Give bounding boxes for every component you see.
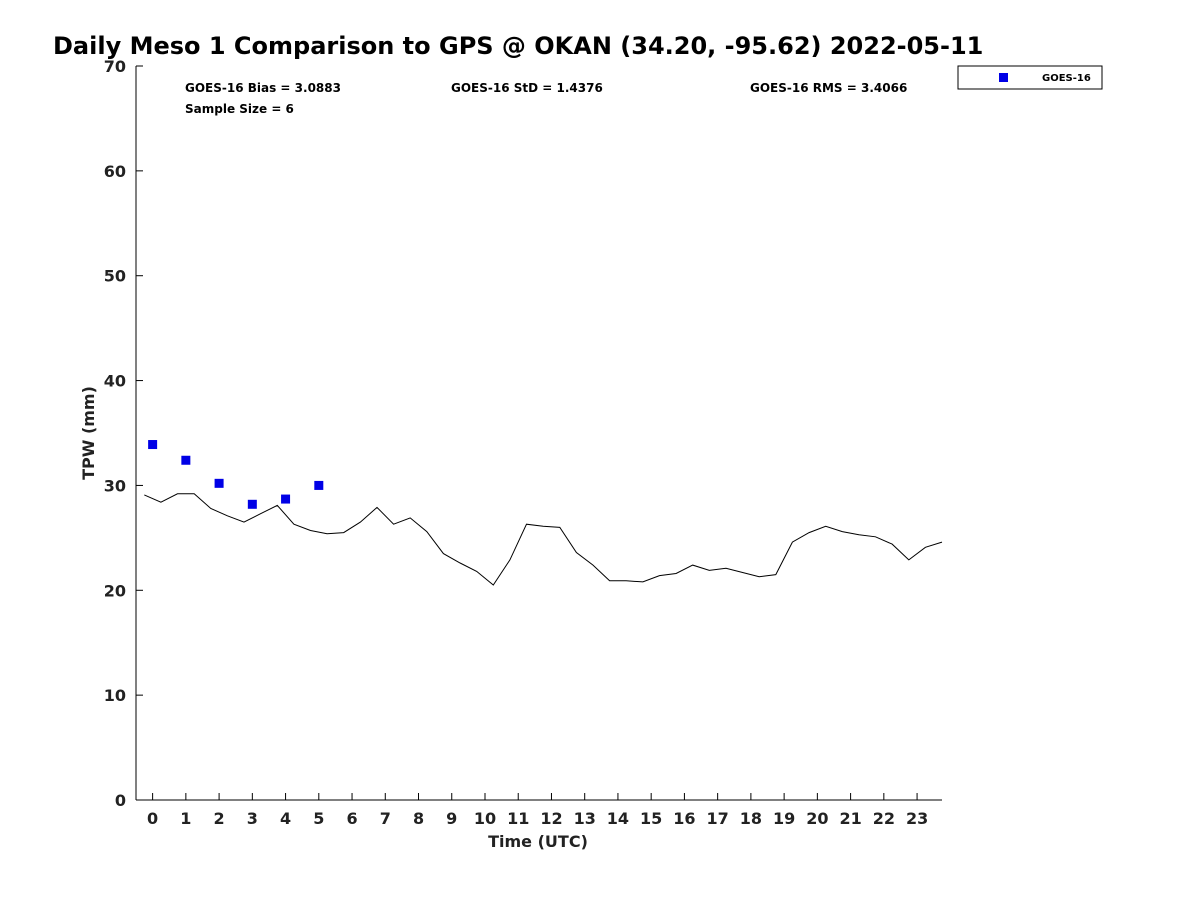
goes16-point	[314, 480, 324, 490]
y-tick-label: 50	[104, 267, 126, 286]
y-tick-label: 40	[104, 372, 126, 391]
x-tick-label: 21	[839, 809, 861, 828]
stat-bias: GOES-16 Bias = 3.0883	[185, 81, 341, 95]
stat-sample-size: Sample Size = 6	[185, 102, 294, 116]
goes16-points	[148, 440, 324, 509]
x-tick-label: 23	[906, 809, 928, 828]
x-tick-label: 5	[313, 809, 324, 828]
x-tick-label: 19	[773, 809, 795, 828]
goes16-point	[148, 440, 158, 450]
x-tick-label: 0	[147, 809, 158, 828]
x-tick-label: 22	[873, 809, 895, 828]
x-tick-label: 12	[540, 809, 562, 828]
goes16-point	[247, 499, 257, 509]
y-tick-label: 70	[104, 57, 126, 76]
goes16-point	[181, 455, 191, 465]
gps-line	[144, 493, 943, 586]
x-tick-label: 20	[806, 809, 828, 828]
y-tick-label: 60	[104, 162, 126, 181]
y-tick-label: 10	[104, 686, 126, 705]
goes16-point	[214, 478, 224, 488]
x-tick-label: 18	[740, 809, 762, 828]
chart-title: Daily Meso 1 Comparison to GPS @ OKAN (3…	[53, 32, 983, 60]
x-tick-label: 4	[280, 809, 291, 828]
x-tick-label: 15	[640, 809, 662, 828]
legend-box	[957, 65, 1103, 90]
legend-label-goes16: GOES-16	[1042, 73, 1091, 84]
stat-std: GOES-16 StD = 1.4376	[451, 81, 603, 95]
x-tick-label: 17	[707, 809, 729, 828]
gps-series	[144, 493, 943, 586]
x-tick-label: 2	[214, 809, 225, 828]
legend-marker	[999, 73, 1008, 82]
x-tick-label: 11	[507, 809, 529, 828]
x-tick-label: 16	[673, 809, 695, 828]
legend: GOES-16	[957, 65, 1103, 90]
x-tick-label: 1	[180, 809, 191, 828]
y-tick-label: 20	[104, 581, 126, 600]
x-tick-label: 3	[247, 809, 258, 828]
y-axis-label: TPW (mm)	[79, 386, 98, 480]
x-tick-label: 7	[380, 809, 391, 828]
y-ticks: 0 10 20 30 40 50 60 70	[104, 57, 143, 810]
x-tick-label: 14	[607, 809, 629, 828]
goes16-point	[281, 494, 291, 504]
x-tick-label: 8	[413, 809, 424, 828]
x-ticks: 0 1 2 3 4 5 6 7 8 9 10 11 12 13 14 15 16 17 18 19 20 21 22 23	[147, 793, 928, 828]
x-tick-label: 10	[474, 809, 496, 828]
x-tick-label: 6	[346, 809, 357, 828]
y-tick-label: 30	[104, 476, 126, 495]
y-tick-label: 0	[115, 791, 126, 810]
x-axis-label: Time (UTC)	[488, 832, 588, 851]
x-tick-label: 9	[446, 809, 457, 828]
stat-rms: GOES-16 RMS = 3.4066	[750, 81, 907, 95]
x-tick-label: 13	[574, 809, 596, 828]
